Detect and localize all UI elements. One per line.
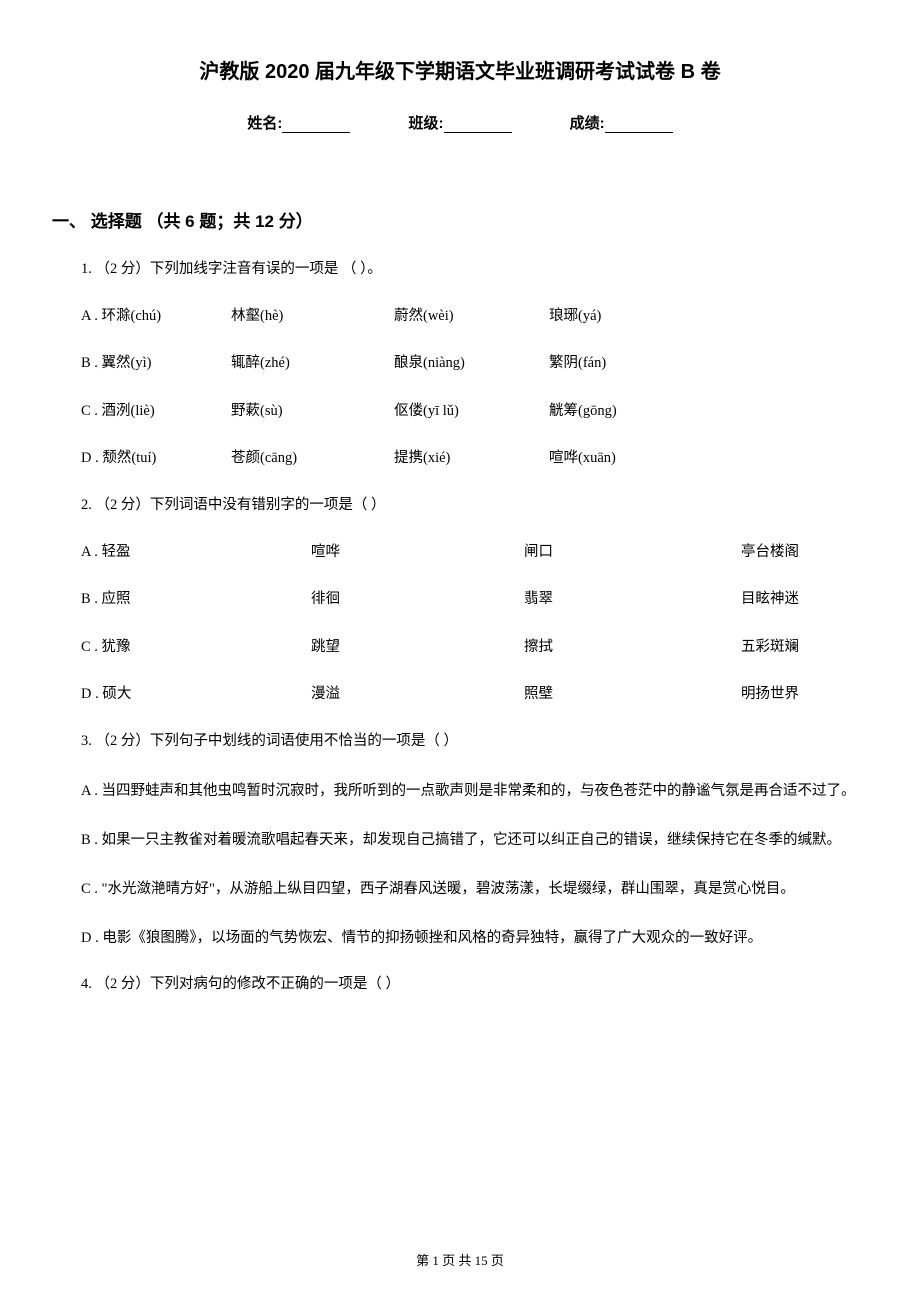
q3-option-b: B . 如果一只主教雀对着暖流歌唱起春天来，却发现自己搞错了，它还可以纠正自己的… [52, 826, 868, 855]
option-col: 喧哗 [282, 541, 495, 564]
score-label: 成绩: [570, 112, 605, 133]
option-label: B . 应照 [52, 588, 282, 611]
score-blank [605, 118, 673, 133]
page-footer: 第 1 页 共 15 页 [0, 1250, 920, 1269]
option-col: 擦拭 [495, 636, 712, 659]
option-col: 提携(xié) [365, 447, 520, 470]
q3-option-c: C . "水光潋滟晴方好"，从游船上纵目四望，西子湖春风送暖，碧波荡漾，长堤缀绿… [52, 875, 868, 904]
option-col: 漫溢 [282, 683, 495, 706]
q1-option-a: A . 环滁(chú) 林壑(hè) 蔚然(wèi) 琅琊(yá) [52, 305, 868, 328]
q3-option-a: A . 当四野蛙声和其他虫鸣暂时沉寂时，我所听到的一点歌声则是非常柔和的，与夜色… [52, 777, 868, 806]
option-col: 跳望 [282, 636, 495, 659]
q1-option-b: B . 翼然(yì) 辄醉(zhé) 酿泉(niàng) 繁阴(fán) [52, 352, 868, 375]
option-label: C . 酒洌(liè) [52, 400, 202, 423]
option-col: 林壑(hè) [202, 305, 365, 328]
option-col: 伛偻(yī lǔ) [365, 400, 520, 423]
name-label: 姓名: [247, 112, 282, 133]
option-col: 明扬世界 [712, 683, 799, 706]
option-col: 照壁 [495, 683, 712, 706]
option-col: 酿泉(niàng) [365, 352, 520, 375]
class-label: 班级: [409, 112, 444, 133]
option-col: 蔚然(wèi) [365, 305, 520, 328]
q2-option-a: A . 轻盈 喧哗 闸口 亭台楼阁 [52, 541, 868, 564]
section-heading: 一、 选择题 （共 6 题；共 12 分） [52, 207, 868, 232]
option-col: 辄醉(zhé) [202, 352, 365, 375]
option-col: 觥筹(gōng) [520, 400, 617, 423]
q3-option-d: D . 电影《狼图腾》，以场面的气势恢宏、情节的抑扬顿挫和风格的奇异独特，赢得了… [52, 924, 868, 953]
option-col: 翡翠 [495, 588, 712, 611]
page-title: 沪教版 2020 届九年级下学期语文毕业班调研考试试卷 B 卷 [52, 55, 868, 84]
option-label: A . 轻盈 [52, 541, 282, 564]
q2-stem: 2. （2 分）下列词语中没有错别字的一项是（ ） [52, 494, 868, 517]
q4-stem: 4. （2 分）下列对病句的修改不正确的一项是（ ） [52, 973, 868, 996]
option-col: 喧哗(xuān) [520, 447, 616, 470]
q2-option-d: D . 硕大 漫溢 照壁 明扬世界 [52, 683, 868, 706]
option-col: 五彩斑斓 [712, 636, 799, 659]
option-col: 琅琊(yá) [520, 305, 601, 328]
option-col: 亭台楼阁 [712, 541, 799, 564]
class-blank [444, 118, 512, 133]
option-label: A . 环滁(chú) [52, 305, 202, 328]
option-label: D . 颓然(tuí) [52, 447, 202, 470]
q2-option-b: B . 应照 徘徊 翡翠 目眩神迷 [52, 588, 868, 611]
option-col: 目眩神迷 [712, 588, 799, 611]
option-label: C . 犹豫 [52, 636, 282, 659]
name-blank [282, 118, 350, 133]
info-row: 姓名: 班级: 成绩: [52, 112, 868, 133]
q1-option-d: D . 颓然(tuí) 苍颜(cāng) 提携(xié) 喧哗(xuān) [52, 447, 868, 470]
option-label: B . 翼然(yì) [52, 352, 202, 375]
option-col: 苍颜(cāng) [202, 447, 365, 470]
option-col: 闸口 [495, 541, 712, 564]
q1-option-c: C . 酒洌(liè) 野蔌(sù) 伛偻(yī lǔ) 觥筹(gōng) [52, 400, 868, 423]
q3-stem: 3. （2 分）下列句子中划线的词语使用不恰当的一项是（ ） [52, 730, 868, 753]
option-col: 野蔌(sù) [202, 400, 365, 423]
option-col: 繁阴(fán) [520, 352, 606, 375]
q1-stem: 1. （2 分）下列加线字注音有误的一项是 （ ）。 [52, 258, 868, 281]
option-col: 徘徊 [282, 588, 495, 611]
option-label: D . 硕大 [52, 683, 282, 706]
q2-option-c: C . 犹豫 跳望 擦拭 五彩斑斓 [52, 636, 868, 659]
